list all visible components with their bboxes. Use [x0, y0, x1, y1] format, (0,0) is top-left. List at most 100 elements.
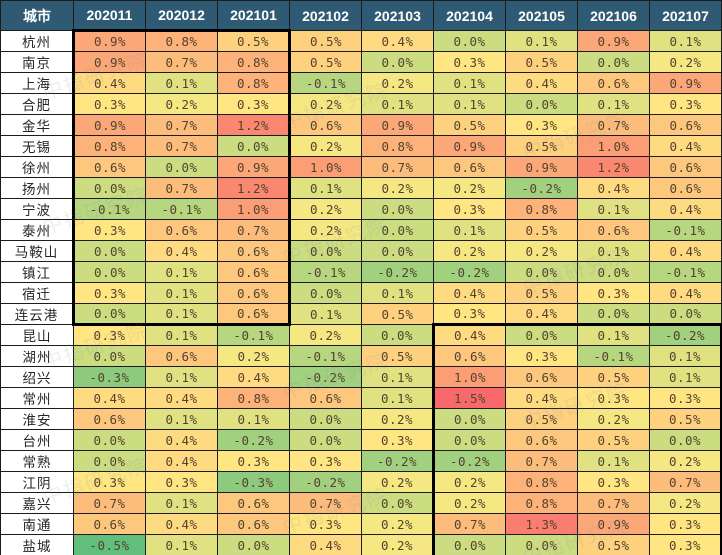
heatmap-cell: 0.1% [433, 72, 506, 94]
city-label: 嘉兴 [0, 492, 74, 514]
city-label: 合肥 [0, 93, 74, 115]
heatmap-cell: 0.3% [73, 471, 146, 493]
heatmap-cell: 0.2% [649, 492, 722, 514]
heatmap-cell: 0.2% [433, 177, 506, 199]
heatmap-cell: 0.0% [432, 429, 506, 451]
heatmap-cell: 1.3% [505, 513, 578, 535]
heatmap-cell: 0.3% [433, 198, 506, 220]
heatmap-cell: 0.3% [72, 282, 146, 304]
heatmap-cell: 0.1% [577, 198, 650, 220]
city-label: 宁波 [0, 198, 74, 220]
heatmap-cell: 1.2% [577, 156, 650, 178]
city-label: 南京 [0, 51, 74, 73]
heatmap-cell: 0.1% [145, 303, 218, 326]
heatmap-cell: 0.0% [649, 429, 722, 451]
heatmap-cell: 0.0% [577, 261, 650, 283]
heatmap-cell: -0.1% [145, 198, 218, 220]
heatmap-cell: 0.2% [361, 72, 434, 94]
table-row: 江阴 0.3% 0.3% -0.3% -0.2% 0.2% 0.2% 0.8% 0.3% 0.7% [0, 471, 722, 493]
heatmap-cell: 0.1% [145, 324, 218, 346]
heatmap-cell: 0.9% [217, 156, 291, 178]
heatmap-cell: 0.8% [505, 198, 578, 220]
heatmap-cell: 0.2% [289, 198, 362, 220]
heatmap-cell: 0.4% [145, 513, 218, 535]
heatmap-cell: -0.2% [649, 323, 722, 346]
heatmap-cell: 0.7% [145, 135, 218, 157]
column-header-202107: 202107 [649, 0, 722, 31]
heatmap-cell: 0.0% [505, 261, 578, 283]
heatmap-cell: 0.8% [505, 471, 578, 493]
city-label: 台州 [0, 429, 74, 451]
heatmap-cell: 0.0% [73, 450, 146, 472]
heatmap-cell: 0.4% [577, 177, 650, 199]
city-label: 马鞍山 [0, 240, 74, 262]
heatmap-cell: 0.2% [505, 240, 578, 262]
heatmap-cell: 0.0% [361, 51, 434, 73]
heatmap-cell: 0.1% [577, 93, 650, 115]
heatmap-cell: -0.2% [361, 261, 434, 283]
heatmap-cell: 0.2% [289, 93, 362, 115]
heatmap-cell: 0.7% [649, 471, 722, 493]
heatmap-cell: 0.5% [649, 408, 722, 430]
heatmap-cell: 0.3% [217, 93, 291, 115]
heatmap-cell: 0.4% [72, 72, 146, 94]
heatmap-cell: -0.3% [73, 366, 146, 388]
table-row: 马鞍山 0.0% 0.4% 0.6% 0.0% 0.0% 0.2% 0.2% 0.1% 0.4% [0, 240, 722, 262]
city-label: 金华 [0, 114, 74, 136]
column-header-202103: 202103 [361, 0, 434, 31]
city-label: 江阴 [0, 471, 74, 493]
heatmap-cell: 0.2% [289, 324, 362, 346]
heatmap-cell: 0.0% [289, 282, 362, 304]
heatmap-cell: 0.6% [73, 408, 146, 430]
heatmap-cell: 0.2% [361, 408, 434, 430]
heatmap-cell: 0.6% [217, 282, 291, 304]
heatmap-cell: 0.9% [72, 29, 146, 52]
heatmap-cell: 0.7% [577, 114, 650, 136]
heatmap-cell: 0.6% [73, 513, 146, 535]
city-label: 湖州 [0, 345, 74, 367]
heatmap-cell: 0.6% [145, 345, 218, 367]
table-row: 杭州 0.9% 0.8% 0.5% 0.5% 0.4% 0.0% 0.1% 0.9% 0.1% [0, 29, 722, 52]
heatmap-cell: 0.8% [217, 51, 291, 73]
heatmap-cell: 0.1% [649, 345, 722, 367]
heatmap-cell: 0.7% [145, 177, 218, 199]
city-label: 无锡 [0, 135, 74, 157]
heatmap-cell: 0.2% [649, 51, 722, 73]
heatmap-cell: 0.1% [577, 450, 650, 472]
city-label: 宿迁 [0, 282, 74, 304]
heatmap-cell: 0.6% [289, 114, 362, 136]
corner-header-city: 城市 [0, 0, 74, 31]
heatmap-cell: 0.7% [361, 156, 434, 178]
heatmap-cell: 0.4% [649, 135, 722, 157]
city-label: 盐城 [0, 534, 74, 555]
heatmap-cell: 0.1% [433, 93, 506, 115]
heatmap-cell: 0.5% [289, 30, 362, 52]
table-row: 湖州 0.0% 0.6% 0.2% -0.1% 0.5% 0.6% 0.3% -0.1% 0.1% [0, 345, 722, 367]
heatmap-cell: 0.6% [289, 387, 362, 409]
city-label: 泰州 [0, 219, 74, 241]
heatmap-cell: 0.0% [73, 429, 146, 451]
heatmap-cell: 0.9% [577, 513, 650, 535]
heatmap-cell: 0.4% [649, 240, 722, 262]
heatmap-cell: 0.7% [145, 51, 218, 73]
heatmap-cell: 0.1% [145, 366, 218, 388]
heatmap-cell: 0.7% [505, 450, 578, 472]
heatmap-cell: 0.6% [433, 156, 506, 178]
heatmap-cell: 0.4% [505, 72, 578, 94]
heatmap-cell: 0.3% [649, 93, 722, 115]
heatmap-cell: 0.2% [433, 240, 506, 262]
heatmap-cell: 1.0% [577, 135, 650, 157]
heatmap-cell: 0.6% [649, 177, 722, 199]
table-row: 泰州 0.3% 0.6% 0.7% 0.2% 0.0% 0.1% 0.5% 0.6% -0.1% [0, 219, 722, 241]
table-row: 合肥 0.3% 0.2% 0.3% 0.2% 0.1% 0.1% 0.0% 0.1% 0.3% [0, 93, 722, 115]
heatmap-cell: 0.9% [577, 30, 650, 52]
city-label: 上海 [0, 72, 74, 94]
heatmap-cell: 1.2% [217, 114, 291, 136]
table-row: 绍兴 -0.3% 0.1% 0.4% -0.2% 0.1% 1.0% 0.6% 0.5% 0.1% [0, 366, 722, 388]
heatmap-cell: 0.7% [577, 492, 650, 514]
heatmap-cell: 0.3% [433, 51, 506, 73]
heatmap-cell: 0.0% [217, 135, 291, 157]
heatmap-cell: 0.4% [505, 387, 578, 409]
table-row: 淮安 0.6% 0.1% 0.1% 0.0% 0.2% 0.0% 0.5% 0.2% 0.5% [0, 408, 722, 430]
